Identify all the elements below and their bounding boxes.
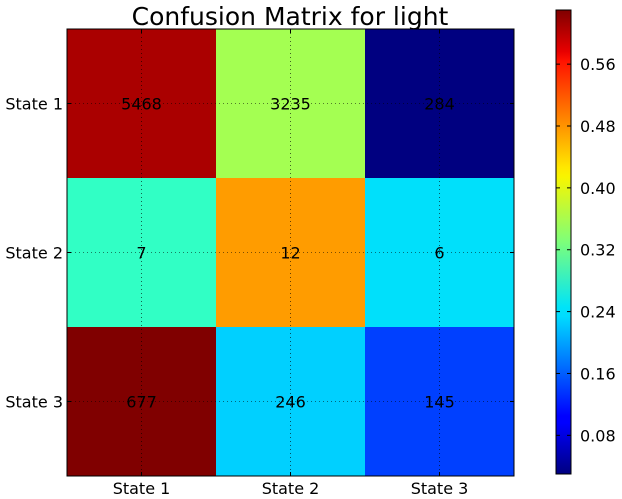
x-axis-ticks: State 1 State 2 State 3 xyxy=(113,479,469,498)
colorbar-tick-label-6: 0.48 xyxy=(580,117,616,136)
y-tick-label-2: State 2 xyxy=(5,244,63,263)
cell-value-r2-c3: 6 xyxy=(434,244,444,263)
colorbar-tick-label-5: 0.40 xyxy=(580,179,616,198)
plot-frame xyxy=(66,28,515,477)
colorbar-tick-label-1: 0.08 xyxy=(580,426,616,445)
cell-value-r1-c3: 284 xyxy=(424,95,455,114)
cell-value-r2-c1: 7 xyxy=(136,244,146,263)
cell-value-r3-c2: 246 xyxy=(275,393,306,412)
cell-value-r2-c2: 12 xyxy=(280,244,300,263)
cell-labels: 5468 3235 284 7 12 6 677 246 145 xyxy=(121,95,455,412)
colorbar-tick-label-4: 0.32 xyxy=(580,241,616,260)
colorbar-tick-label-3: 0.24 xyxy=(580,303,616,322)
grid-lines xyxy=(67,29,514,476)
cell-value-r3-c3: 145 xyxy=(424,393,455,412)
y-tick-label-3: State 3 xyxy=(5,393,63,412)
colorbar-tick-label-7: 0.56 xyxy=(580,55,616,74)
x-tick-label-1: State 1 xyxy=(113,479,171,498)
cell-value-r3-c1: 677 xyxy=(126,393,157,412)
heatmap-cell-r2-c2 xyxy=(216,178,365,327)
x-tick-label-3: State 3 xyxy=(411,479,469,498)
colorbar-gradient xyxy=(555,9,572,475)
cell-value-r1-c2: 3235 xyxy=(270,95,311,114)
x-tick-label-2: State 2 xyxy=(262,479,320,498)
colorbar: 0.08 0.16 0.24 0.32 0.40 0.48 0.56 xyxy=(555,9,616,475)
cell-value-r1-c1: 5468 xyxy=(121,95,162,114)
chart-title: Confusion Matrix for light xyxy=(132,2,449,31)
colorbar-tick-label-2: 0.16 xyxy=(580,364,616,383)
y-tick-label-1: State 1 xyxy=(5,95,63,114)
colorbar-ticks: 0.08 0.16 0.24 0.32 0.40 0.48 0.56 xyxy=(556,55,616,445)
y-axis-ticks: State 1 State 2 State 3 xyxy=(5,95,63,412)
heatmap-cells xyxy=(67,29,514,476)
